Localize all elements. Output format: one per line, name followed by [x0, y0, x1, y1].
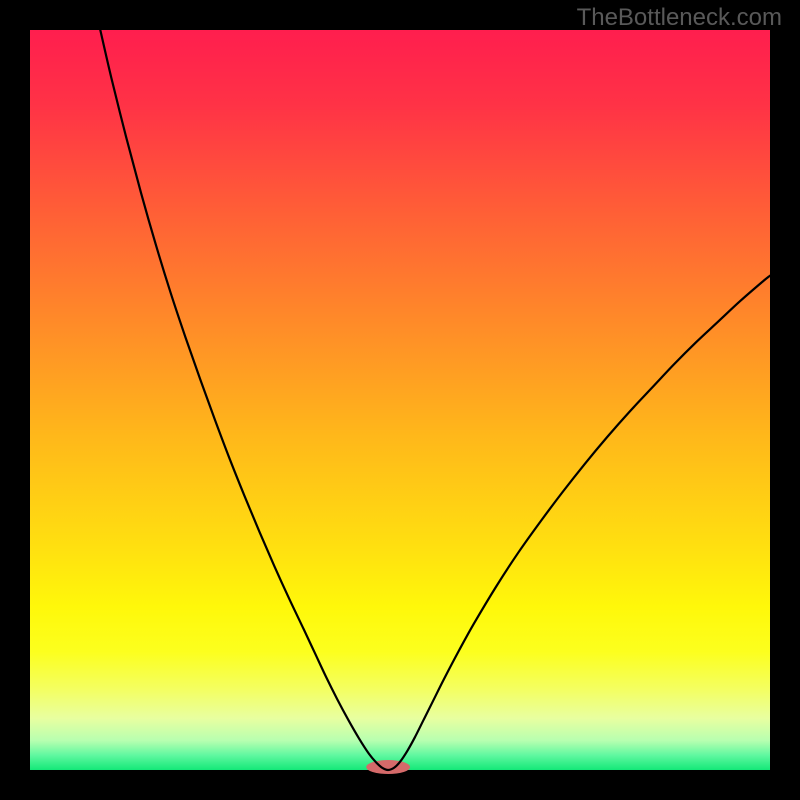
watermark-text: TheBottleneck.com	[577, 4, 782, 32]
optimal-marker	[366, 760, 410, 774]
plot-background	[30, 30, 770, 770]
chart-container: TheBottleneck.com	[0, 0, 800, 800]
bottleneck-chart	[0, 0, 800, 800]
